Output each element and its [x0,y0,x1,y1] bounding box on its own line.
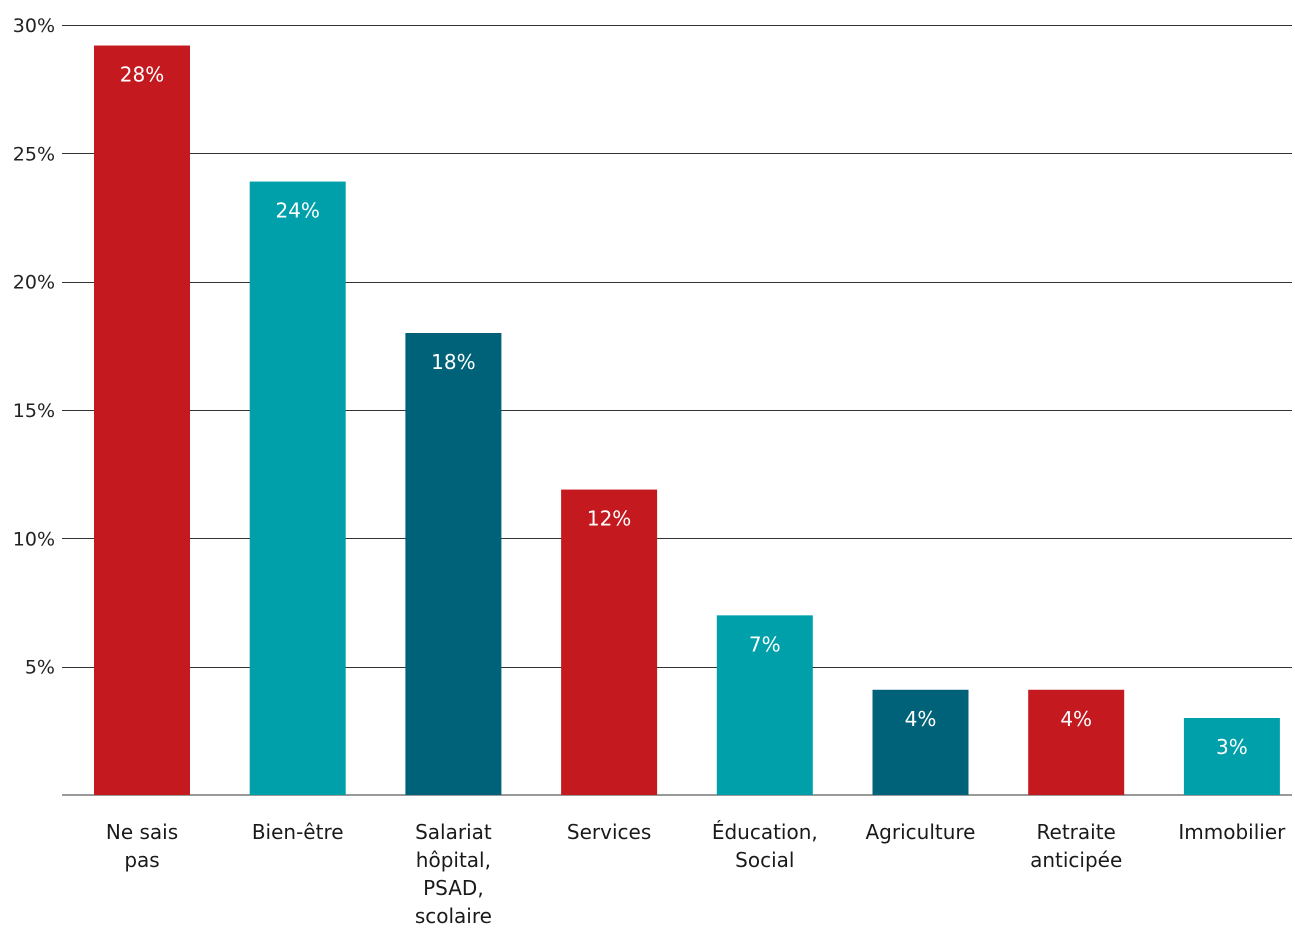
data-label-0: 28% [120,63,164,87]
category-label-0: Ne sais pas [106,820,178,872]
category-label-1: Bien-être [252,820,344,844]
category-label-0-line-1: pas [124,848,159,872]
gridlines [62,25,1292,796]
y-tick-label-1: 10% [13,528,55,550]
category-label-4-line-0: Éducation, [712,820,818,844]
category-label-4: Éducation, Social [712,820,818,872]
category-label-5: Agriculture [866,820,976,844]
category-label-7-line-0: Immobilier [1178,820,1286,844]
y-tick-label-3: 20% [13,272,55,294]
category-label-2-line-2: PSAD, [423,876,484,900]
category-label-7: Immobilier [1178,820,1286,844]
category-label-6: Retraite anticipée [1030,820,1122,872]
category-label-2-line-1: hôpital, [416,848,491,872]
bar-3 [561,489,658,795]
y-tick-label-4: 25% [13,143,55,165]
bar-6 [1028,689,1125,795]
category-label-6-line-1: anticipée [1030,848,1122,872]
y-tick-label-5: 30% [13,15,55,37]
bar-5 [872,689,969,795]
x-axis-categories: Ne sais pas Bien-être Salariat hôpital, PSAD,… [106,820,1286,928]
bars [94,45,1280,796]
y-axis-ticks: 5% 10% 15% 20% 25% 30% [13,15,55,679]
y-tick-label-2: 15% [13,400,55,422]
data-label-4: 7% [749,632,781,656]
y-tick-label-0: 5% [25,657,55,679]
category-label-1-line-0: Bien-être [252,820,344,844]
category-label-3-line-0: Services [567,820,651,844]
bar-1 [249,181,346,796]
category-label-6-line-0: Retraite [1037,820,1116,844]
data-label-5: 4% [905,707,937,731]
bar-2 [405,333,502,795]
bar-0 [94,45,190,796]
data-label-6: 4% [1060,707,1092,731]
bar-4 [716,615,813,795]
data-label-1: 24% [275,199,319,223]
data-labels: 28% 24% 18% 12% 7% 4% 4% 3% [120,63,1248,759]
category-label-2: Salariat hôpital, PSAD, scolaire [415,820,492,928]
data-label-2: 18% [431,350,475,374]
category-label-0-line-0: Ne sais [106,820,178,844]
data-label-3: 12% [587,507,631,531]
category-label-2-line-3: scolaire [415,904,492,928]
category-label-5-line-0: Agriculture [866,820,976,844]
bar-7 [1183,718,1280,795]
data-label-7: 3% [1216,735,1248,759]
category-label-4-line-1: Social [735,848,794,872]
category-label-2-line-0: Salariat [415,820,492,844]
category-label-3: Services [567,820,651,844]
